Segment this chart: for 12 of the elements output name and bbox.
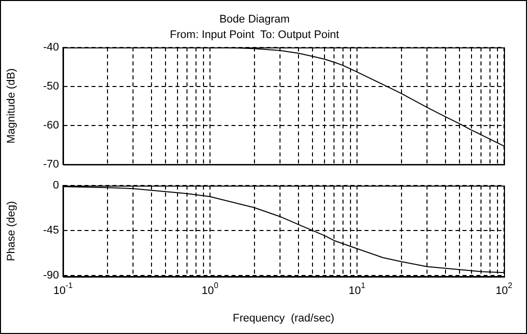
y-tick-label: -50 — [43, 80, 59, 92]
chart-title: Bode Diagram — [219, 14, 290, 26]
x-axis-title: Frequency (rad/sec) — [232, 312, 334, 324]
y-axis-title: Magnitude (dB) — [6, 68, 18, 144]
y-tick-label: -70 — [43, 158, 59, 170]
y-tick-label: -90 — [43, 270, 59, 282]
y-tick-label: -45 — [43, 224, 59, 237]
y-tick-label: 0 — [52, 180, 59, 192]
chart-subtitle: From: Input Point To: Output Point — [170, 28, 340, 41]
y-tick-label: -60 — [43, 119, 59, 132]
y-axis-title: Phase (deg) — [6, 201, 18, 262]
y-tick-label: -40 — [43, 41, 59, 54]
